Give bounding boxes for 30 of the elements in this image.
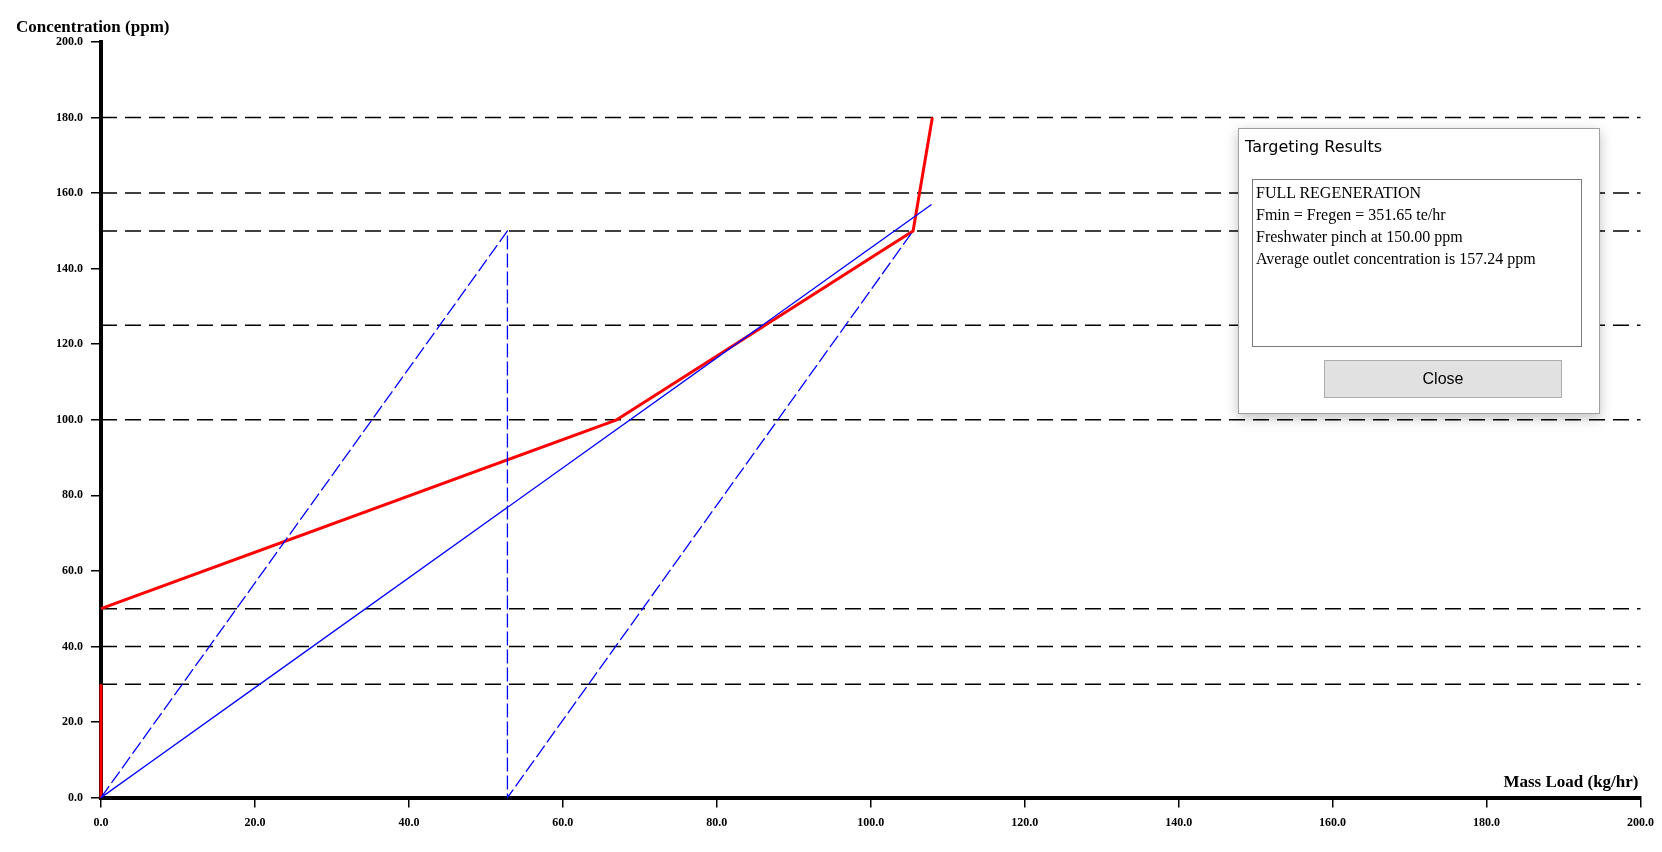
- y-tick-label: 20.0: [62, 714, 83, 729]
- x-tick-label: 180.0: [1473, 814, 1501, 829]
- annotation: FULL REGENERATION: [1256, 183, 1423, 203]
- x-tick-label: 200.0: [1627, 814, 1654, 829]
- y-tick-label: 0.0: [68, 789, 83, 804]
- x-tick-label: 0.0: [93, 814, 109, 829]
- x-axis-title: Mass Load (kg/hr): [1503, 772, 1639, 792]
- x-tick-label: 20.0: [244, 814, 266, 829]
- y-tick-label: 80.0: [62, 487, 83, 502]
- y-tick-label: 40.0: [62, 638, 83, 653]
- annotation: Targeting Results: [1245, 137, 1383, 156]
- y-tick-label: 200.0: [56, 34, 83, 49]
- y-tick-label: 140.0: [56, 260, 83, 275]
- y-axis-title: Concentration (ppm): [16, 16, 170, 36]
- y-tick-label: 180.0: [56, 109, 83, 124]
- x-tick-label: 40.0: [398, 814, 420, 829]
- annotation: Freshwater pinch at 150.00 ppm: [1256, 227, 1464, 248]
- y-tick-label: 100.0: [56, 411, 83, 426]
- annotation: Fmin = Fregen = 351.65 te/hr: [1256, 205, 1447, 226]
- x-tick-label: 140.0: [1165, 814, 1193, 829]
- y-tick-label: 60.0: [62, 563, 83, 578]
- x-tick-label: 160.0: [1319, 814, 1347, 829]
- close-button: Close: [1324, 360, 1562, 398]
- x-tick-label: 120.0: [1011, 814, 1039, 829]
- annotation: Average outlet concentration is 157.24 ppm: [1256, 249, 1537, 270]
- y-tick-label: 120.0: [56, 336, 83, 351]
- x-tick-label: 60.0: [552, 814, 574, 829]
- x-tick-label: 80.0: [706, 814, 728, 829]
- x-tick-label: 100.0: [857, 814, 885, 829]
- y-tick-label: 160.0: [56, 185, 83, 200]
